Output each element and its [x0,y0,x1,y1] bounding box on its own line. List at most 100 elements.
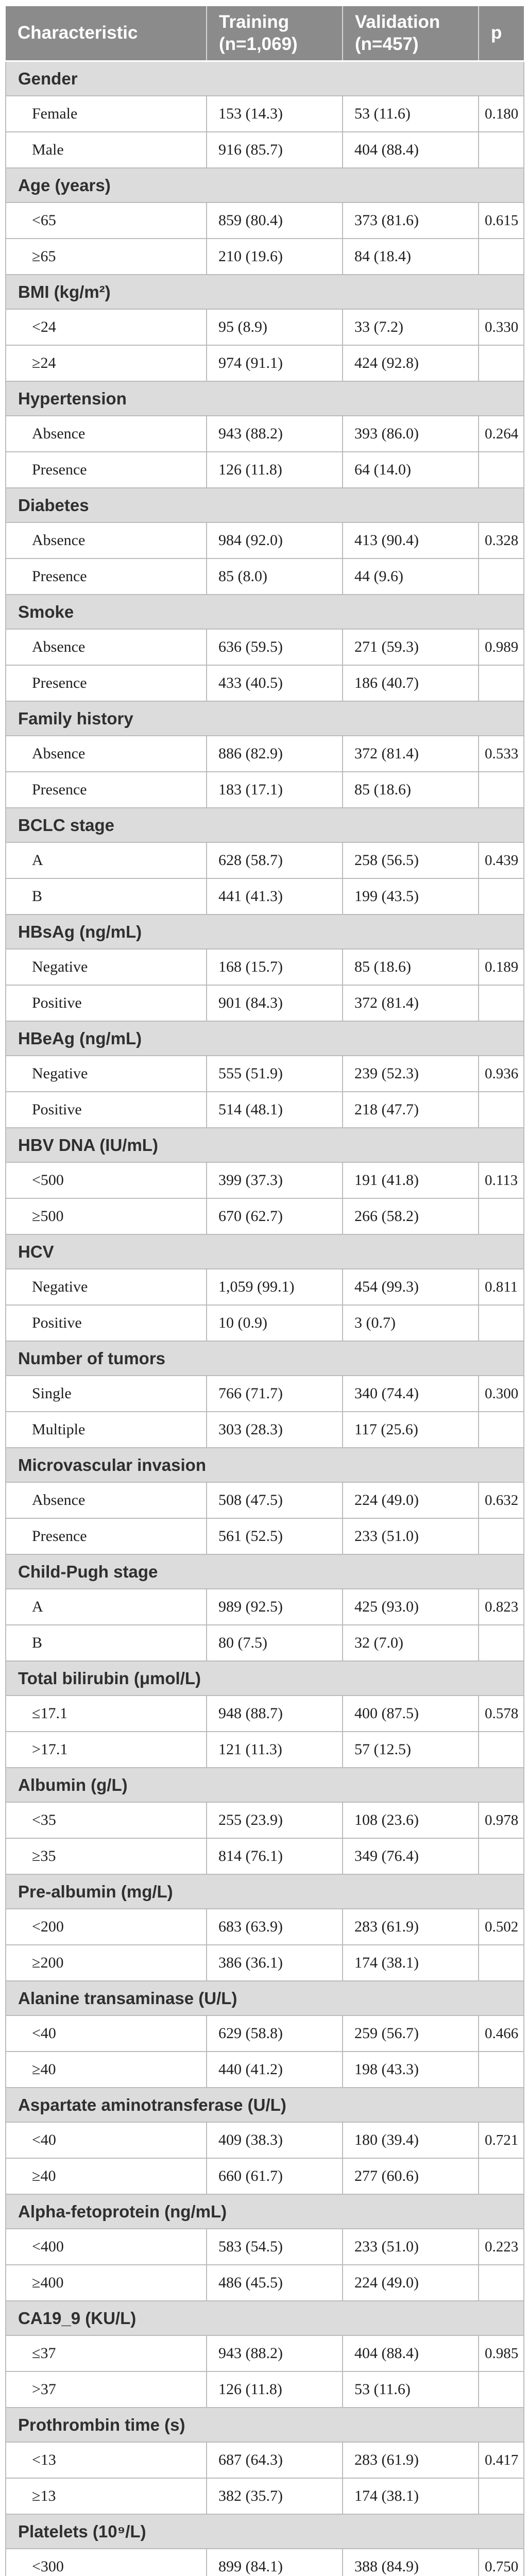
section-header-label: Hypertension [5,381,524,416]
row-label-cell: ≥400 [5,2264,207,2301]
row-label-cell: <65 [5,202,207,239]
section-header-row: Diabetes [5,487,524,523]
row-label-cell: ≤17.1 [5,1695,207,1732]
validation-value-cell: 186 (40.7) [342,665,479,702]
row-label-cell: Female [5,95,207,132]
validation-value-cell: 413 (90.4) [342,522,479,559]
row-label-cell: <40 [5,2015,207,2052]
validation-value-cell: 373 (81.6) [342,202,479,239]
row-label-cell: Negative [5,1268,207,1306]
p-value-cell: 0.578 [478,1695,524,1732]
section-header-label: Platelets (10⁹/L) [5,2514,524,2549]
validation-value-cell: 372 (81.4) [342,735,479,772]
p-value-cell: 0.502 [478,1908,524,1945]
table-row: Presence 183 (17.1) 85 (18.6) [5,771,524,808]
row-label-cell: Absence [5,522,207,559]
p-value-cell [478,451,524,488]
training-value-cell: 561 (52.5) [206,1518,343,1555]
validation-value-cell: 33 (7.2) [342,309,479,346]
validation-value-cell: 191 (41.8) [342,1162,479,1199]
row-label-cell: B [5,878,207,915]
section-header-label: Age (years) [5,167,524,203]
training-value-cell: 486 (45.5) [206,2264,343,2301]
row-label-cell: <500 [5,1162,207,1199]
p-value-cell: 0.811 [478,1268,524,1306]
row-label-cell: A [5,842,207,879]
table-row: >37 126 (11.8) 53 (11.6) [5,2371,524,2408]
p-value-cell [478,1838,524,1875]
section-header-row: Prothrombin time (s) [5,2407,524,2443]
training-value-cell: 382 (35.7) [206,2478,343,2515]
training-value-cell: 433 (40.5) [206,665,343,702]
validation-value-cell: 32 (7.0) [342,1624,479,1662]
section-header-row: Hypertension [5,381,524,416]
training-value-cell: 984 (92.0) [206,522,343,559]
validation-value-cell: 224 (49.0) [342,2264,479,2301]
table-row: <35 255 (23.9) 108 (23.6) 0.978 [5,1802,524,1839]
p-value-cell: 0.533 [478,735,524,772]
table-row: Negative 168 (15.7) 85 (18.6) 0.189 [5,948,524,986]
row-label-cell: ≥35 [5,1838,207,1875]
table-row: ≥40 660 (61.7) 277 (60.6) [5,2158,524,2195]
p-value-cell: 0.264 [478,415,524,452]
row-label-cell: ≥200 [5,1944,207,1981]
validation-value-cell: 53 (11.6) [342,2371,479,2408]
training-value-cell: 916 (85.7) [206,131,343,168]
table-row: Positive 901 (84.3) 372 (81.4) [5,985,524,1022]
col-header-training: Training (n=1,069) [207,6,343,62]
row-label-cell: B [5,1624,207,1662]
p-value-cell: 0.985 [478,2335,524,2372]
validation-value-cell: 266 (58.2) [342,1198,479,1235]
table-row: Absence 508 (47.5) 224 (49.0) 0.632 [5,1482,524,1519]
table-row: ≤37 943 (88.2) 404 (88.4) 0.985 [5,2335,524,2372]
table-row: Male 916 (85.7) 404 (88.4) [5,131,524,168]
p-value-cell: 0.978 [478,1802,524,1839]
p-value-cell [478,1411,524,1448]
row-label-cell: <40 [5,2122,207,2159]
validation-value-cell: 198 (43.3) [342,2051,479,2088]
section-header-row: Aspartate aminotransferase (U/L) [5,2087,524,2123]
validation-value-cell: 404 (88.4) [342,2335,479,2372]
training-value-cell: 974 (91.1) [206,345,343,382]
training-value-cell: 210 (19.6) [206,238,343,275]
validation-value-cell: 454 (99.3) [342,1268,479,1306]
p-value-cell [478,1624,524,1662]
table-row: ≤17.1 948 (88.7) 400 (87.5) 0.578 [5,1695,524,1732]
row-label-cell: Negative [5,1055,207,1092]
training-value-cell: 989 (92.5) [206,1588,343,1625]
p-value-cell: 0.615 [478,202,524,239]
p-value-cell [478,238,524,275]
p-value-cell: 0.989 [478,629,524,666]
table-row: B 80 (7.5) 32 (7.0) [5,1624,524,1662]
section-header-label: HBeAg (ng/mL) [5,1021,524,1056]
row-label-cell: Absence [5,415,207,452]
training-value-cell: 899 (84.1) [206,2548,343,2576]
p-value-cell: 0.823 [478,1588,524,1625]
section-header-row: Alanine transaminase (U/L) [5,1980,524,2016]
training-value-cell: 670 (62.7) [206,1198,343,1235]
validation-value-cell: 258 (56.5) [342,842,479,879]
row-label-cell: Presence [5,1518,207,1555]
validation-value-cell: 233 (51.0) [342,1518,479,1555]
table-row: ≥35 814 (76.1) 349 (76.4) [5,1838,524,1875]
row-label-cell: Negative [5,948,207,986]
p-value-cell: 0.180 [478,95,524,132]
p-value-cell: 0.936 [478,1055,524,1092]
row-label-cell: ≥24 [5,345,207,382]
training-value-cell: 80 (7.5) [206,1624,343,1662]
table-row: ≥13 382 (35.7) 174 (38.1) [5,2478,524,2515]
row-label-cell: Presence [5,451,207,488]
section-header-label: HBsAg (ng/mL) [5,914,524,950]
training-value-cell: 886 (82.9) [206,735,343,772]
section-header-label: Albumin (g/L) [5,1767,524,1803]
row-label-cell: >37 [5,2371,207,2408]
table-row: Multiple 303 (28.3) 117 (25.6) [5,1411,524,1448]
validation-value-cell: 349 (76.4) [342,1838,479,1875]
training-value-cell: 629 (58.8) [206,2015,343,2052]
validation-value-cell: 84 (18.4) [342,238,479,275]
table-row: Positive 10 (0.9) 3 (0.7) [5,1304,524,1342]
validation-value-cell: 259 (56.7) [342,2015,479,2052]
training-value-cell: 121 (11.3) [206,1731,343,1768]
p-value-cell: 0.330 [478,309,524,346]
p-value-cell [478,2051,524,2088]
